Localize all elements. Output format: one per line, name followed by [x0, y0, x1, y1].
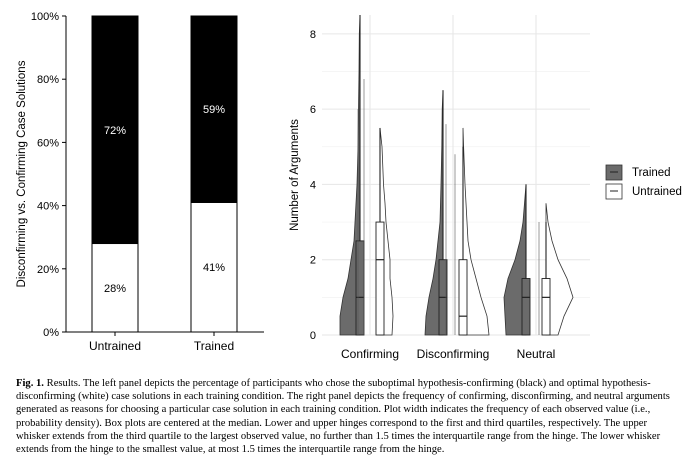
left-ytick-label: 60% [37, 137, 59, 149]
left-ytick-label: 20% [37, 264, 59, 276]
legend-label-untrained: Untrained [632, 186, 682, 198]
violin-untrained [462, 127, 490, 336]
left-xtick-label: Untrained [89, 339, 141, 353]
right-ytick-label: 6 [310, 104, 316, 116]
left-xtick-label: Trained [194, 339, 234, 353]
figure-caption: Fig. 1. Results. The left panel depicts … [16, 377, 680, 456]
violin-untrained [545, 203, 574, 336]
bar-label-disconfirming: 41% [203, 262, 225, 274]
left-ytick-label: 80% [37, 74, 59, 86]
violin-trained [424, 90, 444, 336]
box-untrained [458, 259, 468, 336]
left-ytick-label: 40% [37, 201, 59, 213]
right-xtick-label: Disconfirming [417, 347, 490, 361]
bar-disconfirming [91, 243, 139, 333]
violin-trained [339, 14, 361, 336]
box-trained [521, 278, 531, 336]
bar-confirming [91, 15, 139, 245]
caption-text: Results. The left panel depicts the perc… [16, 378, 670, 456]
violin-trained [503, 184, 527, 336]
legend-label-trained: Trained [632, 167, 671, 179]
bar-label-confirming: 59% [203, 104, 225, 116]
left-ytick-label: 0% [43, 327, 59, 339]
right-ytick-label: 2 [310, 255, 316, 267]
left-y-axis-label: Disconfirming vs. Confirming Case Soluti… [16, 60, 28, 287]
right-ytick-label: 4 [310, 179, 316, 191]
right-xtick-label: Neutral [517, 347, 556, 361]
left-ytick-label: 100% [31, 11, 59, 23]
caption-label: Fig. 1. [16, 378, 44, 389]
bar-label-confirming: 72% [104, 125, 126, 137]
box-untrained [375, 221, 385, 336]
bar-confirming [190, 15, 238, 203]
right-xtick-label: Confirming [341, 347, 399, 361]
right-ytick-label: 0 [310, 330, 316, 342]
box-untrained [541, 278, 551, 336]
right-ytick-label: 8 [310, 29, 316, 41]
right-y-axis-label: Number of Arguments [289, 119, 301, 231]
figure-canvas: 0% 20% 40% 60% 80% 100% Disconfirming vs. Conf… [16, 11, 682, 361]
box-trained [355, 240, 365, 336]
bar-label-disconfirming: 28% [104, 283, 126, 295]
